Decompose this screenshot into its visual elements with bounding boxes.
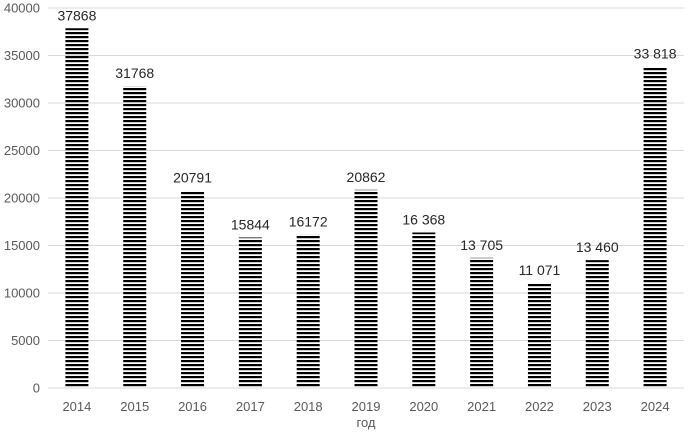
bar-2024: [643, 66, 667, 388]
x-tick-label-2014: 2014: [62, 399, 91, 414]
y-axis-ticks: 0 5000 10000 15000 20000 25000 30000 35000 40000: [4, 1, 40, 396]
x-tick-label-2018: 2018: [294, 399, 323, 414]
x-tick-label-2020: 2020: [409, 399, 438, 414]
bar-2016: [181, 190, 205, 388]
x-tick-label-2016: 2016: [178, 399, 207, 414]
data-label-2018: 16172: [289, 213, 328, 229]
bar-2015: [123, 86, 147, 388]
x-tick-label-2019: 2019: [352, 399, 381, 414]
data-label-2016: 20791: [173, 169, 212, 185]
data-label-2022: 11 071: [519, 262, 561, 278]
y-tick-label: 25000: [4, 143, 40, 158]
bar-2019: [354, 189, 378, 388]
x-tick-label-2021: 2021: [467, 399, 496, 414]
y-tick-label: 35000: [4, 48, 40, 63]
bar-2020: [412, 232, 436, 388]
y-tick-label: 30000: [4, 96, 40, 111]
x-tick-label-2023: 2023: [583, 399, 612, 414]
bar-2022: [527, 282, 551, 388]
data-label-2020: 16 368: [402, 212, 445, 228]
x-tick-label-2015: 2015: [120, 399, 149, 414]
y-tick-label: 40000: [4, 1, 40, 16]
y-tick-label: 5000: [11, 333, 40, 348]
data-label-2023: 13 460: [576, 239, 619, 255]
x-tick-label-2017: 2017: [236, 399, 265, 414]
data-labels: 37868 31768 20791 15844 16172 20862 16 368 13 7…: [57, 7, 676, 278]
y-tick-label: 10000: [4, 286, 40, 301]
bar-2021: [470, 257, 494, 388]
bar-2023: [585, 260, 609, 388]
x-axis-title: год: [357, 415, 376, 430]
y-tick-label: 20000: [4, 191, 40, 206]
data-label-2015: 31768: [115, 65, 154, 81]
bar-2018: [296, 234, 320, 388]
x-tick-label-2024: 2024: [641, 399, 670, 414]
y-tick-label: 15000: [4, 238, 40, 253]
data-label-2019: 20862: [347, 169, 386, 185]
data-label-2014: 37868: [57, 7, 96, 23]
data-label-2024: 33 818: [634, 46, 677, 62]
x-axis-ticks: 2014 2015 2016 2017 2018 2019 2020 2021 2022 2023…: [62, 399, 669, 414]
data-label-2017: 15844: [231, 216, 270, 232]
x-tick-label-2022: 2022: [525, 399, 554, 414]
y-tick-label: 0: [33, 381, 40, 396]
data-label-2021: 13 705: [460, 237, 503, 253]
bar-2014: [65, 28, 89, 389]
bars: [65, 28, 667, 389]
bar-2017: [238, 237, 262, 388]
